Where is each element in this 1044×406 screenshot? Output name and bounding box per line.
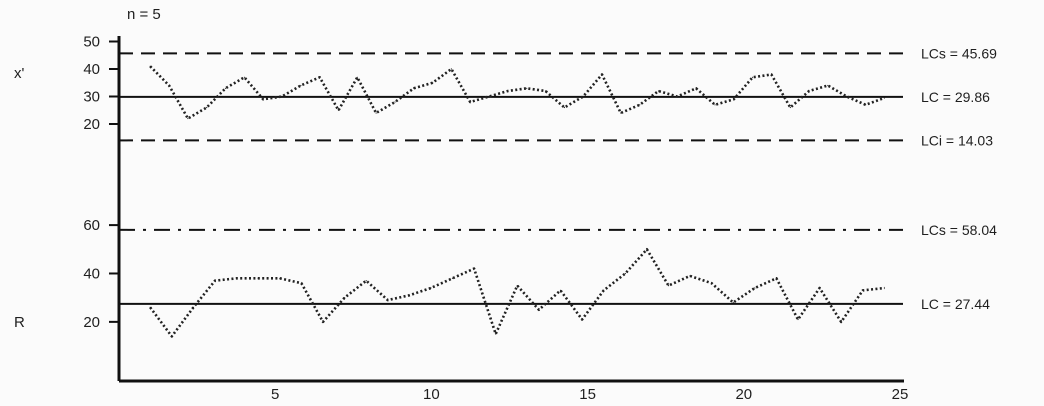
xbar-data-point [846,95,848,98]
xbar-data-point [356,76,358,78]
range-data-point [559,289,562,291]
xbar-data-point [243,76,245,78]
range-data-point [603,289,605,291]
range-data-point [840,321,842,323]
range-data-point [689,275,691,277]
xbar-data-point [639,104,641,106]
range-data-point [538,309,540,311]
range-data-point [149,306,151,308]
xbar-data-point [187,117,189,120]
range-data-point [495,333,497,335]
xbar-data-point [770,73,773,76]
range-data-point [797,318,799,321]
range-series-line [149,248,885,338]
xbar-data-point [808,90,810,92]
range-y-tick-label: 40 [83,265,100,282]
xbar-data-point [375,112,377,114]
xbar-data-point [620,112,622,114]
xbar-data-point [676,95,678,98]
range-data-point [300,282,302,284]
xbar-limit-label: LCi = 14.03 [921,132,993,148]
xbar-data-point [281,95,283,98]
xbar-data-point [883,97,886,99]
range-data-point [192,306,194,308]
xbar-limit-label: LCs = 45.69 [921,45,997,61]
xbar-data-point [300,84,302,87]
range-data-point [516,285,518,287]
xbar-data-point [469,101,471,103]
subgroup-size-label: n = 5 [127,6,161,23]
range-limit-label: LC = 27.44 [921,296,990,312]
xbar-data-point [149,65,151,67]
range-data-point [171,335,173,337]
range-data-point [862,289,864,291]
range-data-point [214,280,216,282]
x-tick-label: 5 [271,386,279,403]
range-y-tick-label: 20 [83,314,100,331]
range-y-tick-label: 60 [83,217,100,234]
range-limit-label: LCs = 58.04 [921,222,997,238]
range-panel-label: R [14,314,25,331]
x-tick-label: 20 [735,386,752,403]
xbar-data-point [488,95,490,98]
range-data-point [581,318,583,321]
xbar-data-point [526,87,528,89]
range-data-point [732,301,734,304]
xbar-data-point [262,98,264,100]
range-data-point [775,277,778,279]
xbar-data-point [563,106,566,109]
xbar-data-point [865,104,867,106]
range-data-point [257,277,259,279]
xbar-y-tick-label: 30 [83,89,100,106]
xbar-data-point [337,109,340,111]
xbar-series-line [149,65,885,120]
range-data-point [387,299,389,301]
xbar-data-point [413,87,415,89]
x-tick-label: 15 [579,386,596,403]
range-data-point [279,277,281,279]
xbar-data-point [319,76,321,78]
range-data-point [711,282,713,284]
xbar-data-point [733,98,735,100]
xbar-panel-label: x' [14,65,25,82]
range-data-point [667,285,670,287]
xbar-y-tick-label: 40 [83,61,100,78]
range-data-point [322,321,324,323]
xbar-data-point [582,95,584,98]
xbar-data-point [657,90,660,92]
xbar-data-point [450,68,452,70]
xbar-data-point [507,90,509,92]
x-tick-label: 10 [423,386,440,403]
range-data-point [646,248,648,250]
xbar-data-point [827,84,829,87]
range-data-point [754,287,756,289]
range-data-point [451,277,454,279]
range-data-point [473,268,475,270]
x-tick-label: 25 [892,386,909,403]
xbar-data-point [714,104,716,106]
xbar-data-point [752,76,754,78]
range-data-point [344,297,346,299]
xbar-data-point [168,84,170,87]
range-data-point [365,280,367,282]
xbar-data-point [789,106,791,109]
xbar-limit-label: LC = 29.86 [921,89,990,105]
xbar-y-tick-label: 20 [83,116,100,133]
xbar-y-tick-label: 50 [83,34,100,51]
xbar-data-point [544,90,547,92]
xbar-data-point [432,82,434,84]
range-data-point [624,272,626,275]
range-data-point [408,294,410,296]
xbar-data-point [394,101,396,103]
xbar-data-point [695,87,697,89]
range-data-point [819,287,821,289]
range-data-point [430,287,432,289]
xbar-data-point [601,73,603,76]
range-data-point [236,277,238,279]
range-data-point [883,287,886,289]
xbar-data-point [224,87,227,89]
xbar-data-point [206,106,208,109]
